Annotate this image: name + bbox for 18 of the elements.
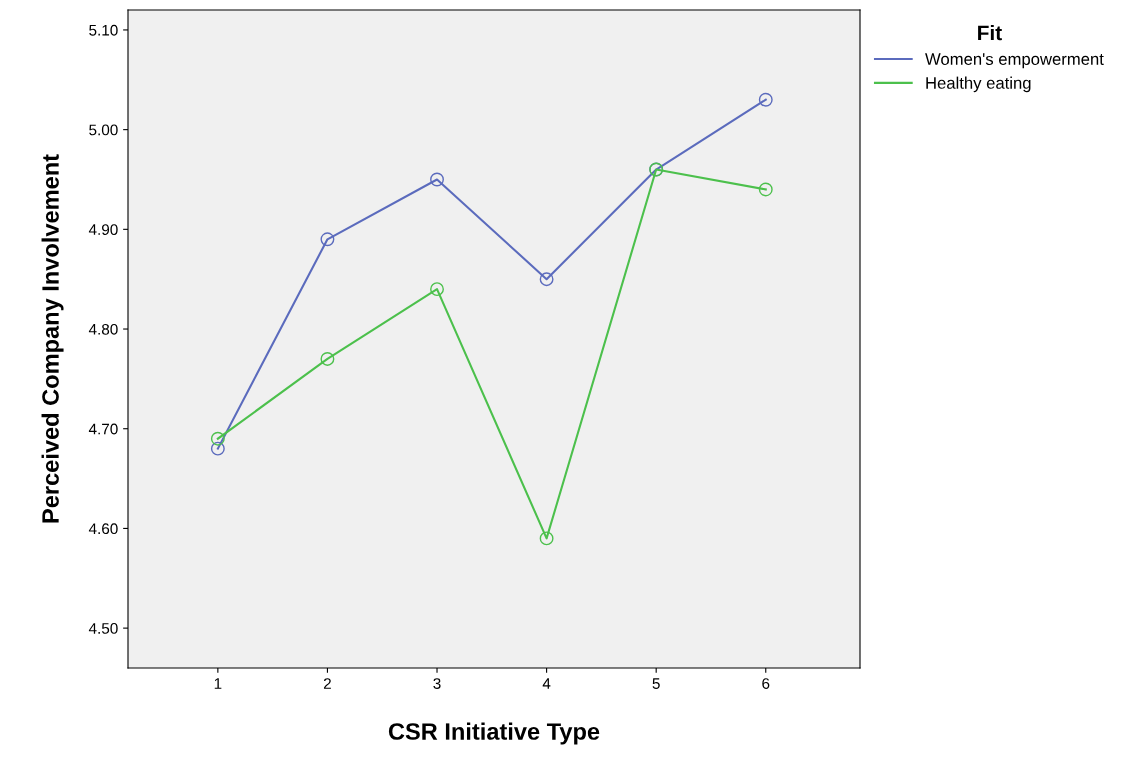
legend-title: Fit (978, 25, 1002, 41)
x-tick-label: 1 (214, 678, 222, 689)
legend-label: Healthy eating (926, 76, 1031, 93)
y-tick-label: 4.50 (88, 622, 118, 634)
y-tick-label: 4.80 (88, 323, 118, 335)
x-tick-label: 5 (652, 678, 660, 689)
x-tick-label: 4 (542, 678, 551, 689)
x-tick-label: 2 (323, 678, 331, 689)
y-axis-title: Perceived Company Involvement (41, 154, 64, 523)
legend-label: Women's empowerment (925, 53, 1104, 69)
y-tick-label: 5.00 (89, 124, 118, 136)
x-axis-title: CSR Initiative Type (388, 722, 600, 745)
x-tick-label: 3 (433, 678, 441, 689)
x-tick-label: 6 (762, 678, 770, 689)
y-tick-label: 4.60 (88, 523, 118, 535)
y-tick-label: 4.70 (88, 423, 118, 435)
y-tick-label: 5.10 (89, 24, 118, 36)
y-tick-label: 4.90 (88, 224, 118, 236)
